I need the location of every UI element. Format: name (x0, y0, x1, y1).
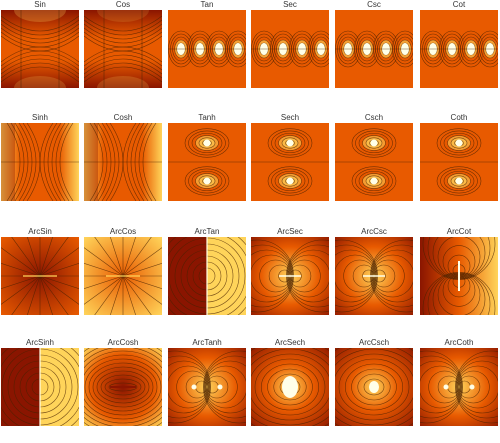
plot-cell-arctanh: ArcTanh (168, 338, 246, 426)
plot-cell-tanh: Tanh (168, 113, 246, 201)
plot-title: ArcTan (194, 227, 220, 236)
function-plot-image (251, 348, 329, 426)
plot-cell-cos: Cos (84, 0, 162, 88)
plot-cell-tan: Tan (168, 0, 246, 88)
plot-title: ArcCos (109, 227, 137, 236)
plot-title: ArcSinh (25, 338, 54, 347)
plot-title: ArcSec (277, 227, 303, 236)
plot-cell-arcsinh: ArcSinh (1, 338, 79, 426)
plot-cell-arctan: ArcTan (168, 227, 246, 315)
function-plot-image (84, 123, 162, 201)
plot-title: Sec (283, 0, 297, 9)
function-plot-image (251, 10, 329, 88)
plot-title: Coth (450, 113, 468, 122)
plot-cell-arcsech: ArcSech (251, 338, 329, 426)
plot-cell-csch: Csch (335, 113, 413, 201)
plot-cell-arcsin: ArcSin (1, 227, 79, 315)
function-plot-image (420, 348, 498, 426)
plot-title: ArcCot (446, 227, 472, 236)
plot-title: Tan (200, 0, 214, 9)
function-plot-image (168, 10, 246, 88)
plot-cell-arccsch: ArcCsch (335, 338, 413, 426)
plot-title: Cos (115, 0, 131, 9)
plot-title: Csc (367, 0, 381, 9)
plot-cell-csc: Csc (335, 0, 413, 88)
plot-title: Sin (34, 0, 46, 9)
function-plot-image (168, 348, 246, 426)
plot-cell-arccsc: ArcCsc (335, 227, 413, 315)
function-plot-image (1, 123, 79, 201)
function-plot-image (84, 237, 162, 315)
plot-title: ArcCoth (444, 338, 474, 347)
function-plot-image (335, 10, 413, 88)
function-plot-image (335, 237, 413, 315)
function-plot-image (1, 10, 79, 88)
plot-cell-sech: Sech (251, 113, 329, 201)
plot-title: Cosh (113, 113, 133, 122)
plot-title: Tanh (198, 113, 216, 122)
plot-cell-arccosh: ArcCosh (84, 338, 162, 426)
plot-cell-arccot: ArcCot (420, 227, 498, 315)
plot-title: ArcSech (274, 338, 306, 347)
function-plot-image (420, 123, 498, 201)
plot-title: Cot (452, 0, 466, 9)
plot-cell-arccoth: ArcCoth (420, 338, 498, 426)
plot-cell-cosh: Cosh (84, 113, 162, 201)
plot-title: ArcCsc (361, 227, 387, 236)
plot-cell-sec: Sec (251, 0, 329, 88)
plot-title: ArcTanh (192, 338, 222, 347)
function-plot-image (420, 10, 498, 88)
plot-title: Csch (364, 113, 384, 122)
plot-cell-arcsec: ArcSec (251, 227, 329, 315)
function-plot-image (84, 10, 162, 88)
plot-title: Sinh (31, 113, 48, 122)
plot-cell-arccos: ArcCos (84, 227, 162, 315)
function-plot-image (84, 348, 162, 426)
function-plot-image (335, 123, 413, 201)
plot-cell-coth: Coth (420, 113, 498, 201)
function-plot-image (168, 123, 246, 201)
function-plot-image (168, 237, 246, 315)
plot-title: ArcSin (28, 227, 52, 236)
function-plot-image (1, 348, 79, 426)
function-plot-image (251, 123, 329, 201)
function-plot-image (335, 348, 413, 426)
plot-title: ArcCsch (358, 338, 390, 347)
plot-cell-cot: Cot (420, 0, 498, 88)
function-plot-image (1, 237, 79, 315)
plot-title: ArcCosh (107, 338, 139, 347)
plot-cell-sinh: Sinh (1, 113, 79, 201)
plot-cell-sin: Sin (1, 0, 79, 88)
function-plot-image (420, 237, 498, 315)
plot-title: Sech (280, 113, 300, 122)
function-plot-image (251, 237, 329, 315)
